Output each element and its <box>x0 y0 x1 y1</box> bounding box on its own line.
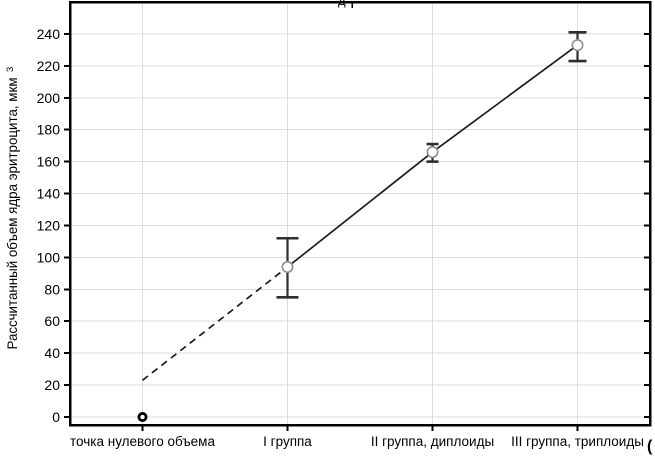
x-category-label: II группа, диплоиды <box>371 434 494 449</box>
x-category-label: I группа <box>263 434 312 449</box>
y-tick-label: 60 <box>44 313 60 329</box>
data-point-marker <box>571 39 584 52</box>
axis-labels-layer: 0 20 40 60 80 100 120 140 160 180 200 220 240 точка н… <box>37 26 644 449</box>
y-tick-label: 40 <box>44 345 60 361</box>
data-point-marker <box>281 260 294 273</box>
zero-point-marker <box>137 412 148 423</box>
x-category-label: III группа, триплоиды <box>511 434 644 449</box>
y-tick-label: 200 <box>37 90 61 106</box>
y-tick-label: 100 <box>37 249 61 265</box>
y-tick-label: 160 <box>37 154 61 170</box>
y-tick-label: 80 <box>44 281 60 297</box>
clipped-corner-glyph: ( <box>647 438 653 455</box>
x-category-label: точка нулевого объема <box>70 434 215 449</box>
y-tick-label: 20 <box>44 377 60 393</box>
plot-frame-layer <box>68 0 652 427</box>
y-axis-title: Рассчитанный объем ядра эритроцита, мкм <box>5 78 20 350</box>
y-tick-label: 180 <box>37 122 61 138</box>
plot-border <box>68 0 652 427</box>
y-tick-label: 240 <box>37 26 61 42</box>
y-tick-label: 120 <box>37 217 61 233</box>
y-tick-label: 0 <box>52 409 60 425</box>
axis-ticks-layer <box>64 32 649 431</box>
data-point-marker <box>426 146 439 159</box>
gridlines-layer <box>71 3 649 424</box>
y-tick-label: 140 <box>37 186 61 202</box>
y-axis-title-superscript: 3 <box>5 67 16 72</box>
clipped-title-fragment: д <box>338 0 346 8</box>
data-series-layer <box>137 31 587 423</box>
y-tick-label: 220 <box>37 58 61 74</box>
trend-line-dashed <box>141 266 289 381</box>
